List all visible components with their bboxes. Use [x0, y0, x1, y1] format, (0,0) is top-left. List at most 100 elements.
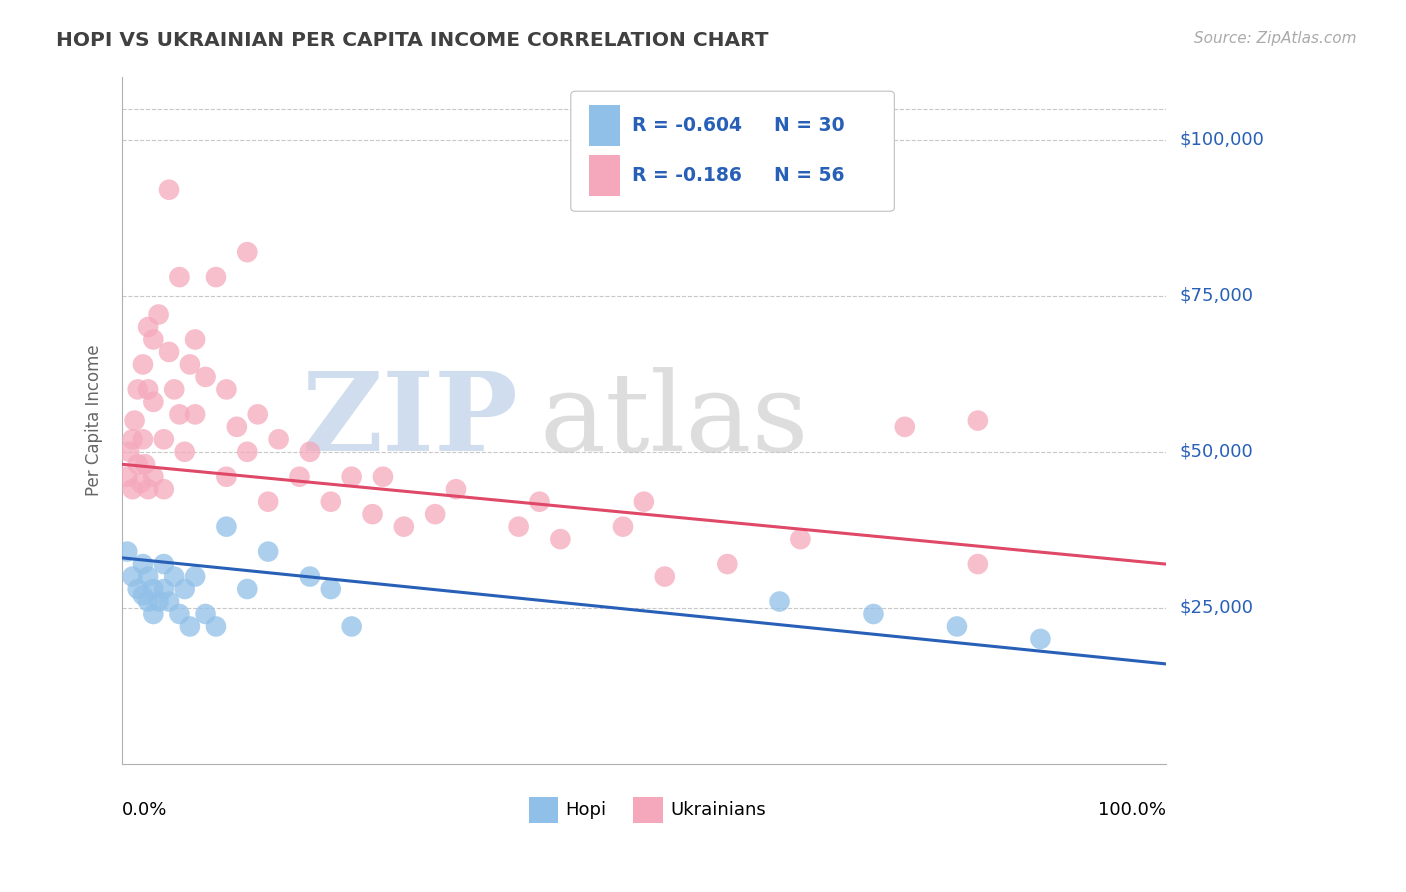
Point — [894, 419, 917, 434]
Point — [215, 469, 238, 483]
Point — [142, 469, 165, 483]
Point — [340, 619, 363, 633]
Point — [612, 519, 634, 533]
Point — [205, 270, 228, 285]
Point — [184, 333, 207, 347]
Point — [550, 532, 572, 546]
Point — [157, 183, 180, 197]
Text: ZIP: ZIP — [302, 368, 519, 474]
Point — [157, 345, 180, 359]
Point — [142, 395, 165, 409]
Point — [529, 494, 551, 508]
Point — [148, 308, 170, 322]
Point — [152, 557, 174, 571]
Point — [340, 469, 363, 483]
Point — [288, 469, 311, 483]
Y-axis label: Per Capita Income: Per Capita Income — [86, 345, 103, 496]
Text: 0.0%: 0.0% — [122, 802, 167, 820]
Point — [132, 557, 155, 571]
Point — [136, 320, 159, 334]
Point — [654, 569, 676, 583]
Point — [236, 582, 259, 596]
Point — [236, 245, 259, 260]
Point — [267, 432, 290, 446]
Point — [184, 408, 207, 422]
Text: Source: ZipAtlas.com: Source: ZipAtlas.com — [1194, 31, 1357, 46]
Point — [179, 358, 201, 372]
Point — [179, 619, 201, 633]
Point — [257, 494, 280, 508]
Point — [163, 383, 186, 397]
Point — [121, 482, 143, 496]
Point — [134, 457, 156, 471]
Text: atlas: atlas — [540, 368, 808, 474]
Point — [121, 432, 143, 446]
Point — [163, 569, 186, 583]
Text: R = -0.604: R = -0.604 — [633, 116, 742, 135]
Text: N = 30: N = 30 — [775, 116, 845, 135]
Point — [423, 507, 446, 521]
Point — [215, 383, 238, 397]
Point — [298, 569, 321, 583]
Point — [142, 333, 165, 347]
Point — [152, 432, 174, 446]
Point — [194, 607, 217, 621]
Point — [152, 582, 174, 596]
Point — [319, 494, 342, 508]
Text: 100.0%: 100.0% — [1098, 802, 1166, 820]
Point — [361, 507, 384, 521]
Point — [633, 494, 655, 508]
Point — [768, 594, 790, 608]
Point — [392, 519, 415, 533]
Point — [148, 594, 170, 608]
Text: $25,000: $25,000 — [1180, 599, 1254, 616]
Bar — [589, 155, 620, 196]
Point — [117, 544, 139, 558]
Point — [118, 444, 141, 458]
Point — [152, 482, 174, 496]
Point — [319, 582, 342, 596]
Text: $100,000: $100,000 — [1180, 131, 1264, 149]
Point — [132, 588, 155, 602]
Point — [966, 557, 988, 571]
Point — [1029, 632, 1052, 646]
Point — [127, 383, 149, 397]
Text: Hopi: Hopi — [565, 801, 607, 820]
Text: $50,000: $50,000 — [1180, 442, 1253, 461]
Point — [132, 358, 155, 372]
Point — [129, 475, 152, 490]
Point — [127, 582, 149, 596]
Point — [136, 594, 159, 608]
Point — [132, 432, 155, 446]
Text: $75,000: $75,000 — [1180, 287, 1254, 305]
Bar — [634, 797, 662, 823]
Point — [508, 519, 530, 533]
Text: R = -0.186: R = -0.186 — [633, 166, 742, 185]
Text: HOPI VS UKRAINIAN PER CAPITA INCOME CORRELATION CHART: HOPI VS UKRAINIAN PER CAPITA INCOME CORR… — [56, 31, 769, 50]
Point — [789, 532, 811, 546]
FancyBboxPatch shape — [571, 91, 894, 211]
Point — [121, 569, 143, 583]
Point — [127, 457, 149, 471]
Point — [157, 594, 180, 608]
Point — [184, 569, 207, 583]
Point — [716, 557, 738, 571]
Point — [246, 408, 269, 422]
Point — [205, 619, 228, 633]
Bar — [529, 797, 558, 823]
Point — [946, 619, 969, 633]
Point — [194, 370, 217, 384]
Text: N = 56: N = 56 — [775, 166, 845, 185]
Point — [142, 582, 165, 596]
Point — [371, 469, 394, 483]
Point — [169, 270, 191, 285]
Text: Ukrainians: Ukrainians — [671, 801, 766, 820]
Point — [966, 414, 988, 428]
Point — [136, 482, 159, 496]
Point — [173, 444, 195, 458]
Point — [117, 469, 139, 483]
Point — [444, 482, 467, 496]
Point — [124, 414, 146, 428]
Point — [215, 519, 238, 533]
Point — [257, 544, 280, 558]
